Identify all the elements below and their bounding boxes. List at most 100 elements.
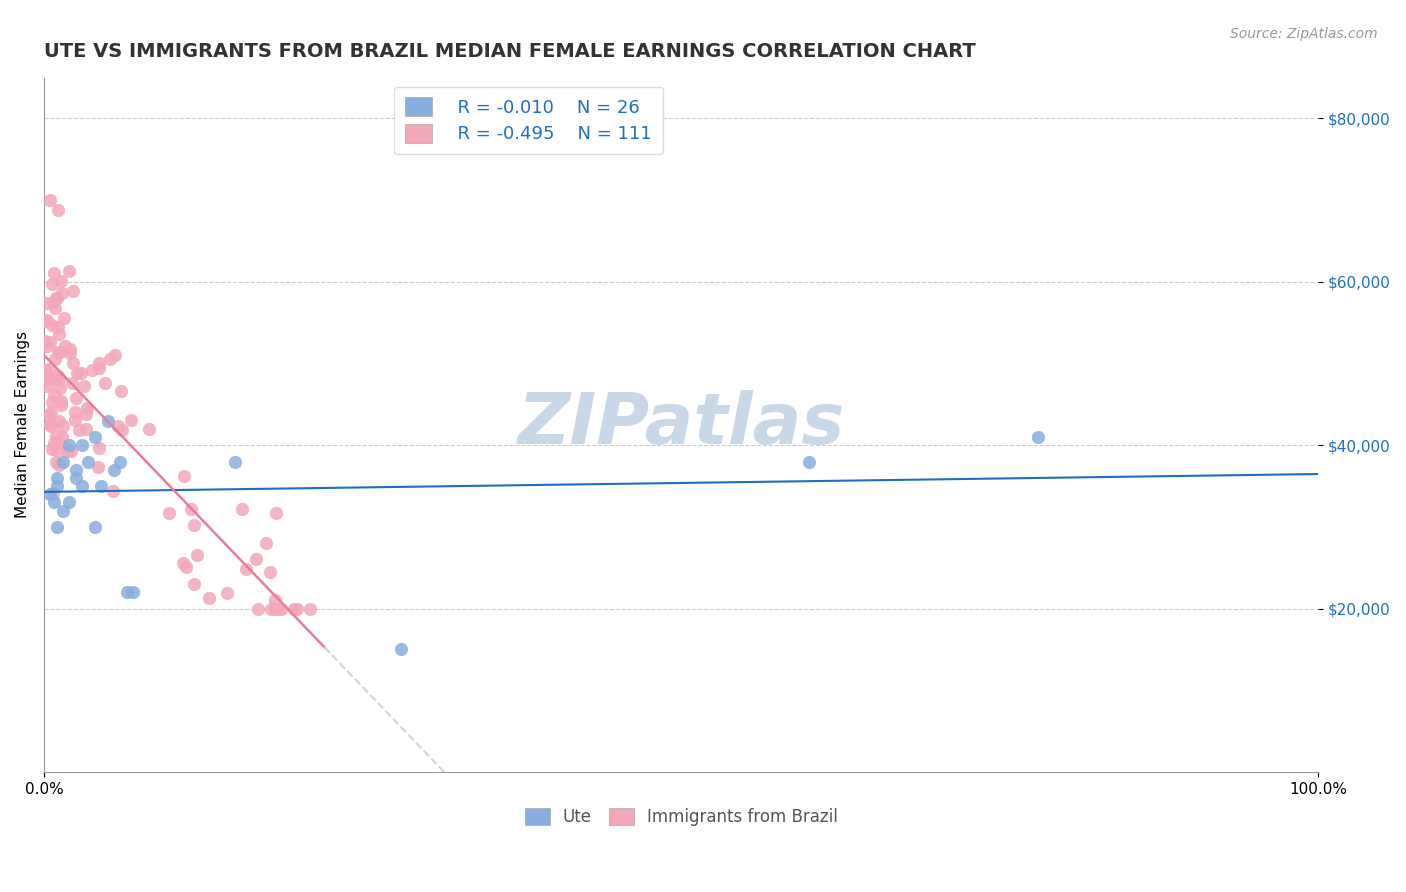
Point: [48, 345, 70, 359]
Point: [62, 356, 84, 370]
Point: [63, 413, 86, 427]
Point: [45, 479, 67, 493]
Point: [46, 320, 69, 334]
Point: [49, 394, 72, 409]
Point: [103, 463, 125, 477]
Point: [180, 501, 202, 516]
Point: [122, 585, 145, 599]
Point: [235, 562, 257, 576]
Point: [45, 520, 67, 534]
Point: [264, 593, 287, 607]
Point: [52, 454, 75, 468]
Point: [90, 479, 112, 493]
Point: [44, 266, 66, 280]
Point: [42, 436, 65, 450]
Point: [41, 277, 63, 292]
Point: [62, 285, 84, 299]
Point: [138, 422, 160, 436]
Point: [38, 335, 60, 350]
Point: [172, 556, 194, 570]
Point: [186, 548, 208, 562]
Point: [65, 463, 87, 477]
Point: [41, 394, 63, 409]
Point: [37, 368, 59, 383]
Point: [63, 405, 86, 419]
Point: [245, 552, 267, 566]
Point: [46, 369, 69, 384]
Point: [58, 438, 80, 452]
Point: [59, 346, 82, 360]
Point: [37, 313, 59, 327]
Point: [53, 339, 76, 353]
Point: [83, 520, 105, 534]
Point: [39, 419, 62, 434]
Point: [41, 442, 63, 457]
Point: [67, 423, 90, 437]
Point: [49, 344, 72, 359]
Point: [41, 318, 63, 332]
Point: [42, 495, 65, 509]
Point: [73, 379, 96, 393]
Point: [52, 418, 75, 433]
Point: [283, 601, 305, 615]
Point: [270, 601, 292, 615]
Point: [44, 301, 66, 315]
Point: [41, 294, 63, 309]
Point: [34, 334, 56, 349]
Point: [53, 310, 76, 325]
Point: [58, 263, 80, 277]
Point: [51, 285, 73, 300]
Point: [44, 352, 66, 367]
Point: [37, 338, 59, 352]
Point: [298, 601, 321, 615]
Point: [115, 585, 138, 599]
Point: [157, 506, 180, 520]
Point: [183, 577, 205, 591]
Point: [60, 444, 83, 458]
Point: [45, 442, 67, 457]
Y-axis label: Median Female Earnings: Median Female Earnings: [15, 331, 30, 518]
Point: [49, 398, 72, 412]
Point: [264, 506, 287, 520]
Point: [101, 484, 124, 499]
Point: [247, 601, 270, 615]
Point: [46, 436, 69, 450]
Point: [224, 454, 246, 468]
Point: [42, 388, 65, 402]
Point: [110, 384, 132, 399]
Point: [259, 601, 281, 615]
Point: [42, 485, 65, 500]
Point: [39, 487, 62, 501]
Point: [59, 342, 82, 356]
Point: [65, 471, 87, 485]
Point: [34, 363, 56, 377]
Point: [107, 419, 129, 434]
Legend: Ute, Immigrants from Brazil: Ute, Immigrants from Brazil: [517, 802, 845, 833]
Point: [285, 601, 308, 615]
Point: [87, 442, 110, 456]
Point: [45, 455, 67, 469]
Point: [51, 430, 73, 444]
Point: [60, 376, 83, 391]
Point: [259, 565, 281, 579]
Point: [70, 438, 93, 452]
Text: UTE VS IMMIGRANTS FROM BRAZIL MEDIAN FEMALE EARNINGS CORRELATION CHART: UTE VS IMMIGRANTS FROM BRAZIL MEDIAN FEM…: [44, 42, 976, 61]
Point: [87, 356, 110, 370]
Point: [83, 430, 105, 444]
Point: [70, 479, 93, 493]
Point: [45, 471, 67, 485]
Point: [48, 372, 70, 386]
Point: [797, 454, 820, 468]
Point: [70, 367, 93, 381]
Point: [39, 193, 62, 207]
Point: [35, 296, 58, 310]
Point: [52, 503, 75, 517]
Point: [97, 414, 120, 428]
Point: [37, 379, 59, 393]
Point: [1026, 430, 1049, 444]
Point: [267, 601, 290, 615]
Point: [56, 443, 79, 458]
Point: [34, 368, 56, 383]
Point: [44, 372, 66, 386]
Point: [75, 407, 97, 421]
